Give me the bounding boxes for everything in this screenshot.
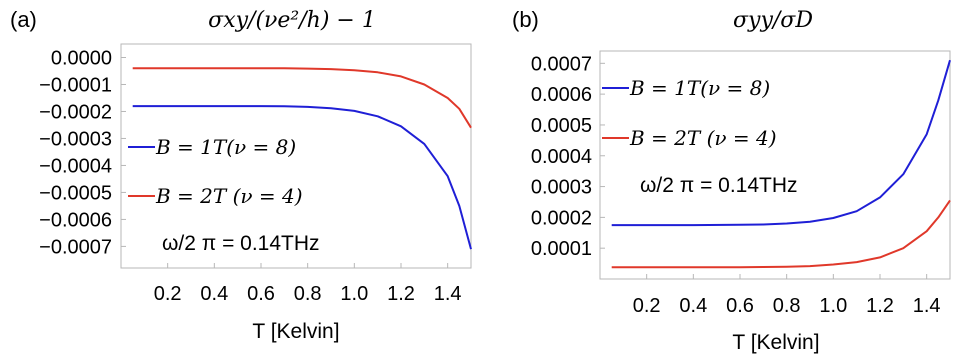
y-tick-label: 0.0002: [531, 207, 592, 229]
panel-a-label: (a): [10, 7, 37, 32]
series-line-1: [132, 105, 472, 250]
y-tick-label: −0.0001: [39, 74, 112, 96]
y-tick-label: 0.0003: [531, 177, 592, 199]
y-tick-label: 0.0004: [531, 146, 592, 168]
panel-b-title: σyy/σD: [733, 8, 813, 33]
y-tick-label: 0.0007: [531, 53, 592, 75]
y-tick-label: 0.0001: [531, 238, 592, 260]
y-tick-label: −0.0007: [39, 236, 112, 258]
panel-a-y-ticks: 0.0000 −0.0001 −0.0002 −0.0003 −0.0004 −0.000…: [39, 47, 126, 258]
x-tick-label: 1.4: [434, 283, 462, 305]
series-line-1: [611, 59, 951, 227]
x-tick-label: 0.8: [294, 283, 322, 305]
panel-b-x-ticks: 0.2 0.4 0.6 0.8 1.0 1.2 1.4: [633, 274, 941, 317]
x-tick-label: 0.6: [726, 295, 754, 317]
y-tick-label: 0.0005: [531, 115, 592, 137]
series-line-2: [132, 67, 472, 129]
panel-b-series-lines: [611, 59, 951, 269]
panel-a-annotation: ω/2 π = 0.14THz: [162, 232, 320, 255]
panel-b-label: (b): [512, 7, 539, 32]
x-tick-label: 1.2: [866, 295, 894, 317]
panel-a-series-lines: [132, 67, 472, 250]
x-tick-label: 1.0: [819, 295, 847, 317]
y-tick-label: −0.0003: [39, 128, 112, 150]
y-tick-label: −0.0004: [39, 155, 112, 177]
panel-b-y-ticks: 0.0001 0.0002 0.0003 0.0004 0.0005 0.0006 0.00…: [531, 53, 605, 260]
y-tick-label: 0.0000: [51, 47, 112, 69]
x-tick-label: 1.0: [340, 283, 368, 305]
legend-a-label-1: B = 1T(ν = 8): [155, 135, 296, 159]
panel-a-plot-frame: [120, 43, 472, 269]
panel-b-annotation: ω/2 π = 0.14THz: [640, 174, 798, 197]
x-tick-label: 0.2: [154, 283, 182, 305]
panel-a: (a) σxy/(νe²/h) − 1 0.0000 −0.0001 −0.0002…: [10, 7, 472, 343]
panel-b-x-axis-label: T [Kelvin]: [732, 331, 819, 354]
y-tick-label: −0.0005: [39, 182, 112, 204]
legend-a-label-2: B = 2T (ν = 4): [155, 184, 303, 208]
y-tick-label: −0.0002: [39, 101, 112, 123]
panel-b-plot-frame: [599, 50, 951, 280]
series-line-2: [611, 199, 951, 269]
panel-a-x-axis-label: T [Kelvin]: [252, 320, 339, 343]
panel-a-title: σxy/(νe²/h) − 1: [208, 8, 376, 33]
x-tick-label: 0.8: [773, 295, 801, 317]
x-tick-label: 0.2: [633, 295, 661, 317]
y-tick-label: 0.0006: [531, 84, 592, 106]
panel-b: (b) σyy/σD 0.00010.00020.00030.00040.000…: [512, 7, 951, 354]
legend-b-label-2: B = 2T (ν = 4): [629, 126, 777, 150]
panel-a-x-ticks: 0.2 0.4 0.6 0.8 1.0 1.2 1.4: [154, 263, 462, 305]
y-tick-label: −0.0006: [39, 209, 112, 231]
x-tick-label: 0.4: [679, 295, 707, 317]
x-tick-label: 0.6: [247, 283, 275, 305]
x-tick-label: 1.4: [913, 295, 941, 317]
x-tick-label: 0.4: [200, 283, 228, 305]
legend-b-label-1: B = 1T(ν = 8): [629, 76, 770, 100]
x-tick-label: 1.2: [387, 283, 415, 305]
